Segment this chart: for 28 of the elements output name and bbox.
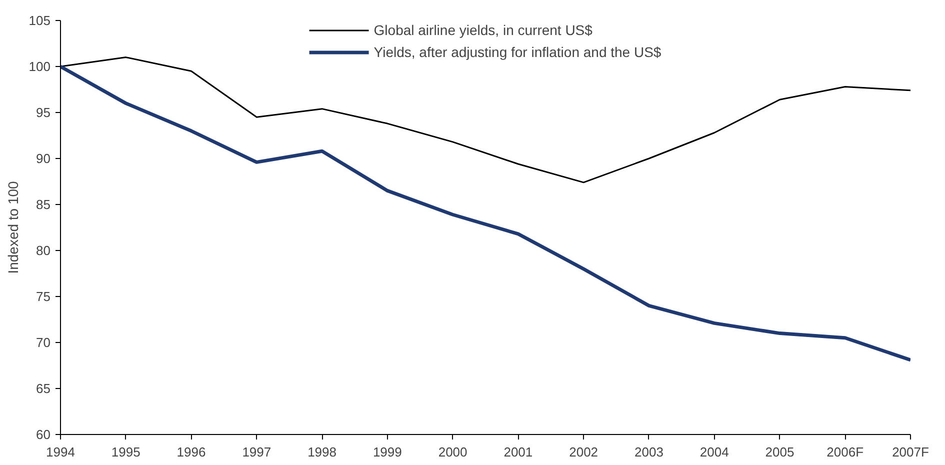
x-tick-label: 1999 bbox=[372, 444, 402, 460]
y-tick-label: 85 bbox=[36, 197, 51, 212]
x-tick-label: 2007F bbox=[892, 444, 929, 460]
y-tick-label: 70 bbox=[36, 335, 51, 350]
x-tick-label: 2003 bbox=[634, 444, 664, 460]
y-tick-label: 60 bbox=[36, 427, 51, 442]
y-tick-label: 65 bbox=[36, 381, 51, 396]
y-tick-label: 95 bbox=[36, 105, 51, 120]
x-tick-label: 2001 bbox=[504, 444, 533, 460]
y-tick-label: 90 bbox=[36, 151, 51, 166]
y-axis-title: Indexed to 100 bbox=[4, 180, 21, 274]
x-tick-label: 2005 bbox=[765, 444, 794, 460]
x-tick-label: 1998 bbox=[308, 444, 336, 460]
x-tick-label: 1994 bbox=[46, 444, 75, 460]
x-tick-label: 1995 bbox=[111, 444, 140, 460]
x-tick-label: 2002 bbox=[569, 444, 598, 460]
legend-label: Yields, after adjusting for inflation and the US$ bbox=[374, 44, 662, 60]
line-series bbox=[60, 64, 910, 362]
x-tick-label: 2006F bbox=[826, 444, 864, 460]
y-tick-label: 105 bbox=[28, 13, 51, 28]
y-tick-label: 75 bbox=[36, 289, 51, 304]
x-tick-label: 2004 bbox=[700, 444, 729, 460]
legend-label: Global airline yields, in current US$ bbox=[374, 22, 592, 38]
x-tick-label: 1996 bbox=[176, 444, 206, 460]
x-tick-label: 1997 bbox=[242, 444, 272, 460]
y-tick-label: 100 bbox=[28, 59, 51, 74]
x-tick-label: 2000 bbox=[438, 444, 468, 460]
y-tick-label: 80 bbox=[36, 243, 51, 258]
